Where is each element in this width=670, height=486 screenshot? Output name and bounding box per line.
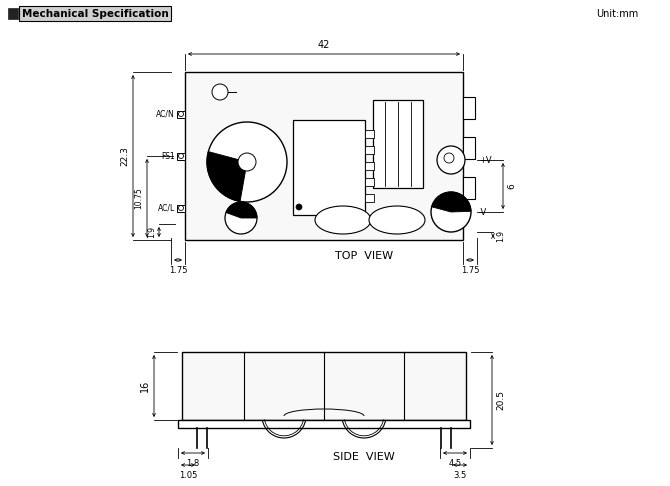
Bar bbox=[177, 205, 185, 212]
Text: 4.5: 4.5 bbox=[448, 459, 462, 468]
Bar bbox=[177, 153, 185, 160]
Circle shape bbox=[207, 122, 287, 202]
FancyBboxPatch shape bbox=[19, 6, 171, 21]
Text: -V: -V bbox=[479, 208, 487, 216]
Text: 42: 42 bbox=[318, 40, 330, 50]
Text: AC/N: AC/N bbox=[156, 109, 175, 119]
Wedge shape bbox=[226, 202, 257, 218]
Bar bbox=[365, 130, 374, 138]
Circle shape bbox=[238, 153, 256, 171]
Text: SIDE  VIEW: SIDE VIEW bbox=[333, 452, 395, 462]
Text: 1.9: 1.9 bbox=[496, 230, 505, 242]
Circle shape bbox=[178, 154, 184, 158]
Bar bbox=[293, 120, 365, 215]
Ellipse shape bbox=[315, 206, 371, 234]
Text: 1.9: 1.9 bbox=[147, 226, 156, 238]
Bar bbox=[365, 178, 374, 186]
Circle shape bbox=[437, 146, 465, 174]
Circle shape bbox=[431, 192, 471, 232]
Text: 20.5: 20.5 bbox=[496, 390, 505, 410]
Bar bbox=[463, 137, 475, 159]
Text: 22.3: 22.3 bbox=[120, 146, 129, 166]
Bar bbox=[8, 8, 18, 19]
Bar bbox=[365, 194, 374, 202]
Text: Unit:mm: Unit:mm bbox=[596, 9, 638, 19]
Bar bbox=[365, 162, 374, 170]
Text: FS1: FS1 bbox=[161, 152, 175, 160]
Circle shape bbox=[178, 111, 184, 117]
Circle shape bbox=[225, 202, 257, 234]
Ellipse shape bbox=[369, 206, 425, 234]
Text: TOP  VIEW: TOP VIEW bbox=[335, 251, 393, 261]
Circle shape bbox=[296, 204, 302, 210]
Text: 16: 16 bbox=[140, 380, 150, 392]
Text: 1.05: 1.05 bbox=[179, 471, 197, 480]
Text: 3.5: 3.5 bbox=[454, 471, 466, 480]
Text: 1.75: 1.75 bbox=[169, 266, 187, 275]
Text: 1.8: 1.8 bbox=[186, 459, 200, 468]
Bar bbox=[177, 111, 185, 118]
Bar bbox=[185, 72, 463, 240]
Circle shape bbox=[178, 206, 184, 210]
Bar bbox=[182, 352, 466, 420]
Text: 1.75: 1.75 bbox=[461, 266, 479, 275]
Bar bbox=[373, 100, 423, 188]
Wedge shape bbox=[431, 192, 471, 212]
Text: 6: 6 bbox=[507, 183, 516, 189]
Text: +V: +V bbox=[479, 156, 492, 164]
Wedge shape bbox=[207, 152, 247, 201]
Bar bbox=[178, 420, 470, 428]
Bar bbox=[365, 146, 374, 154]
Text: 10.75: 10.75 bbox=[134, 187, 143, 209]
Circle shape bbox=[212, 84, 228, 100]
Bar bbox=[463, 97, 475, 119]
Bar bbox=[463, 177, 475, 199]
Text: AC/L: AC/L bbox=[157, 204, 175, 212]
Text: Mechanical Specification: Mechanical Specification bbox=[21, 9, 168, 19]
